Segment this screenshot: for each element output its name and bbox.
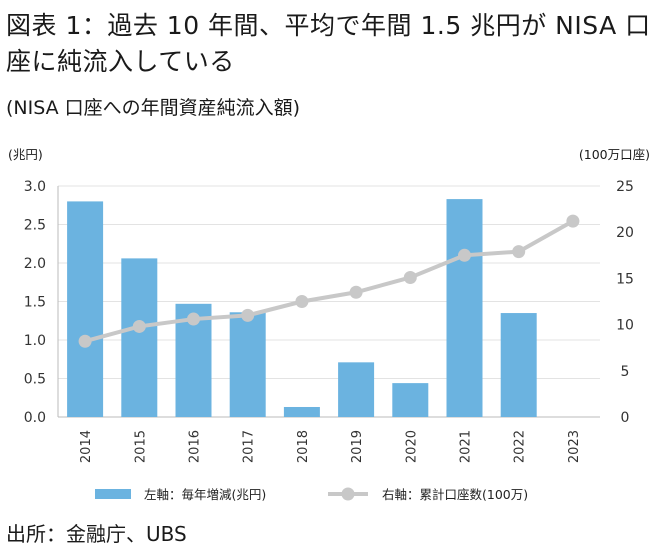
chart-subtitle: (NISA 口座への年間資産純流入額) (6, 97, 301, 119)
line-point (295, 295, 309, 308)
x-axis-tick-label: 2017 (242, 430, 257, 463)
line-series (84, 219, 574, 344)
line-point (78, 334, 92, 348)
left-axis-unit: (兆円) (8, 147, 43, 162)
right-axis-tick-label: 25 (616, 179, 634, 195)
x-axis-tick-label: 2023 (567, 430, 582, 463)
legend-line-label: 右軸：累計口座数(100万) (382, 487, 528, 502)
left-axis-tick-label: 2.0 (24, 256, 46, 272)
x-axis-tick-label: 2018 (296, 430, 311, 463)
chart-title: 図表 1：過去 10 年間、平均で年間 1.5 兆円が NISA 口座に純流入し… (6, 11, 651, 76)
bar (67, 201, 104, 417)
x-axis-tick-label: 2019 (350, 430, 365, 463)
line-point (132, 319, 146, 333)
right-axis-tick-label: 20 (616, 225, 634, 241)
line-point (512, 245, 526, 259)
bar (121, 258, 158, 417)
x-axis-tick-label: 2016 (188, 430, 203, 463)
bar (338, 362, 375, 417)
bar (283, 406, 320, 417)
x-axis-tick-label: 2021 (459, 430, 474, 463)
right-axis-tick-label: 10 (616, 318, 634, 334)
left-axis-tick-label: 0.5 (24, 372, 46, 388)
bar (446, 199, 483, 417)
x-axis-tick-label: 2020 (404, 430, 419, 463)
legend-line-marker (341, 487, 355, 501)
left-axis-tick-label: 1.0 (24, 333, 46, 349)
x-axis-tick-label: 2014 (79, 430, 94, 463)
left-axis-tick-label: 1.5 (24, 295, 46, 311)
right-axis-tick-label: 15 (616, 271, 634, 287)
bar (500, 313, 537, 417)
legend-bar-label: 左軸：毎年増減(兆円) (144, 487, 266, 502)
source-note: 出所：金融庁、UBS (6, 522, 187, 546)
line-point (403, 270, 417, 284)
x-axis-tick-label: 2015 (133, 430, 148, 463)
legend-bar-swatch (95, 489, 131, 499)
line-point (187, 312, 200, 326)
line-point (241, 308, 255, 322)
right-axis-tick-label: 5 (621, 364, 630, 380)
x-axis-tick-label: 2022 (513, 430, 528, 463)
bar (229, 312, 266, 417)
line-point (566, 214, 580, 228)
line-point (349, 285, 363, 299)
right-axis-tick-label: 0 (621, 410, 630, 426)
left-axis-tick-label: 0.0 (24, 410, 46, 426)
bar (392, 383, 429, 417)
line-point (458, 248, 471, 262)
left-axis-tick-label: 2.5 (24, 218, 46, 234)
right-axis-unit: (100万口座) (578, 147, 650, 162)
left-axis-tick-label: 3.0 (24, 179, 46, 195)
